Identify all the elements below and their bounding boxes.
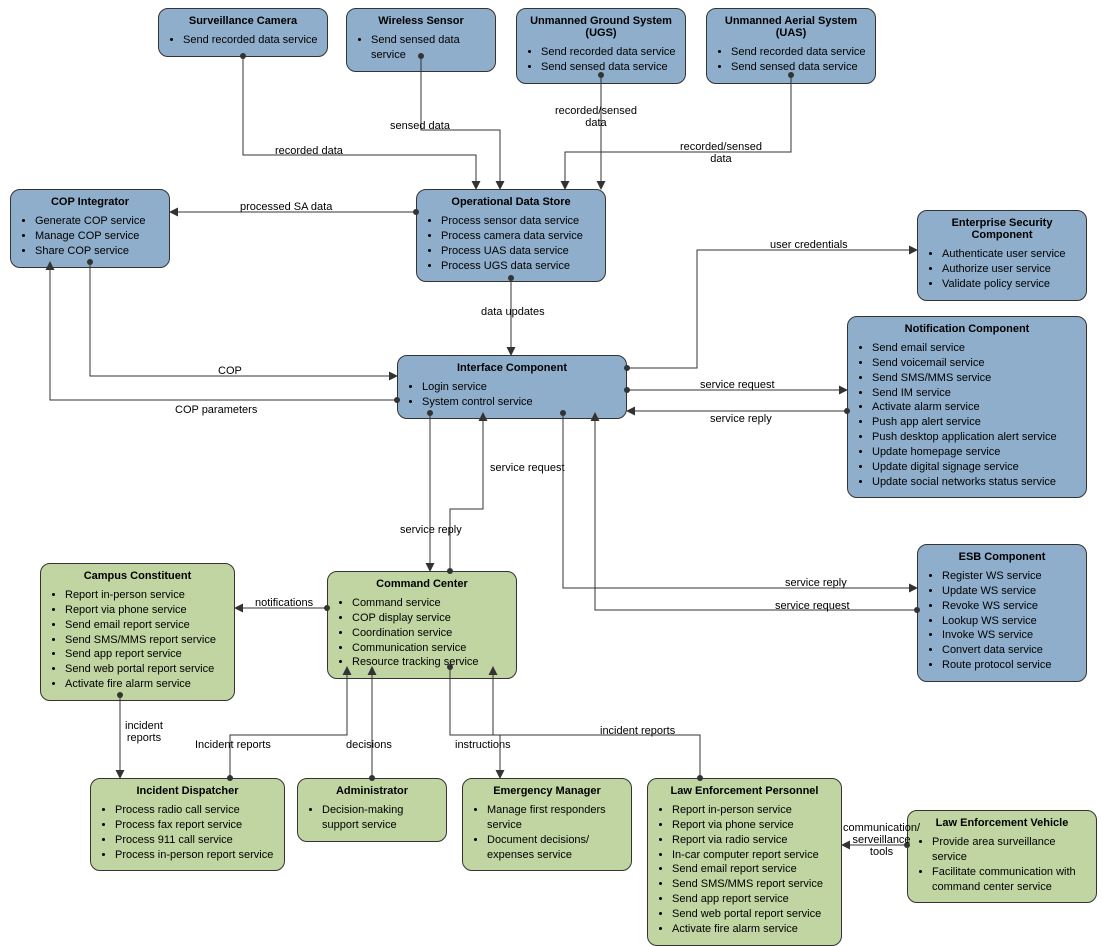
lbl-svc-rep-notif: service reply <box>710 413 772 425</box>
node-emgr: Emergency Manager Manage first responder… <box>462 778 632 871</box>
title: Law Enforcement Personnel <box>656 785 833 797</box>
lbl-rec-sensed-2: recorded/sensed data <box>680 141 762 165</box>
node-dispatcher: Incident Dispatcher Process radio call s… <box>90 778 285 871</box>
title: Unmanned Aerial System (UAS) <box>715 15 867 39</box>
lbl-processed-sa: processed SA data <box>240 201 332 213</box>
lbl-user-credentials: user credentials <box>770 239 848 251</box>
node-esc: Enterprise Security Component Authentica… <box>917 210 1087 301</box>
node-notification: Notification Component Send email servic… <box>847 316 1087 498</box>
title: Unmanned Ground System (UGS) <box>525 15 677 39</box>
title: Wireless Sensor <box>355 15 487 27</box>
lbl-svc-req-esb: service request <box>775 600 850 612</box>
lbl-rec-sensed-1: recorded/sensed data <box>555 105 637 129</box>
lbl-svc-req-cmd: service request <box>490 462 565 474</box>
lbl-decisions: decisions <box>346 739 392 751</box>
lbl-inc-rep-3: incident reports <box>600 725 675 737</box>
lbl-svc-rep-esb: service reply <box>785 577 847 589</box>
lbl-svc-rep-cmd: service reply <box>400 524 462 536</box>
title: Law Enforcement Vehicle <box>916 817 1088 829</box>
lbl-comm-surv: communication/ serveillance tools <box>843 822 920 858</box>
title: Notification Component <box>856 323 1078 335</box>
title: ESB Component <box>926 551 1078 563</box>
node-lev: Law Enforcement Vehicle Provide area sur… <box>907 810 1097 903</box>
node-wireless-sensor: Wireless Sensor Send sensed data service <box>346 8 496 72</box>
lbl-cop-params: COP parameters <box>175 404 257 416</box>
title: Incident Dispatcher <box>99 785 276 797</box>
title: Enterprise Security Component <box>926 217 1078 241</box>
title: Interface Component <box>406 362 618 374</box>
lbl-inc-rep-2: Incident reports <box>195 739 271 751</box>
node-campus: Campus Constituent Report in-person serv… <box>40 563 235 701</box>
lbl-sensed-data: sensed data <box>390 120 450 132</box>
lbl-inc-rep-1: incident reports <box>125 720 163 744</box>
title: Surveillance Camera <box>167 15 319 27</box>
title: Administrator <box>306 785 438 797</box>
lbl-svc-req-notif: service request <box>700 379 775 391</box>
node-lep: Law Enforcement Personnel Report in-pers… <box>647 778 842 946</box>
node-admin: Administrator Decision-making support se… <box>297 778 447 842</box>
node-cop-integrator: COP Integrator Generate COP serviceManag… <box>10 189 170 268</box>
lbl-instructions: instructions <box>455 739 511 751</box>
lbl-data-updates: data updates <box>481 306 545 318</box>
title: Campus Constituent <box>49 570 226 582</box>
title: Emergency Manager <box>471 785 623 797</box>
node-esb: ESB Component Register WS serviceUpdate … <box>917 544 1087 682</box>
node-surveillance-camera: Surveillance Camera Send recorded data s… <box>158 8 328 57</box>
title: Operational Data Store <box>425 196 597 208</box>
node-ods: Operational Data Store Process sensor da… <box>416 189 606 282</box>
node-command-center: Command Center Command serviceCOP displa… <box>327 571 517 679</box>
lbl-recorded-data: recorded data <box>275 145 343 157</box>
node-uas: Unmanned Aerial System (UAS) Send record… <box>706 8 876 84</box>
lbl-cop: COP <box>218 365 242 377</box>
node-interface: Interface Component Login serviceSystem … <box>397 355 627 419</box>
title: COP Integrator <box>19 196 161 208</box>
title: Command Center <box>336 578 508 590</box>
lbl-notifications: notifications <box>255 597 313 609</box>
node-ugs: Unmanned Ground System (UGS) Send record… <box>516 8 686 84</box>
